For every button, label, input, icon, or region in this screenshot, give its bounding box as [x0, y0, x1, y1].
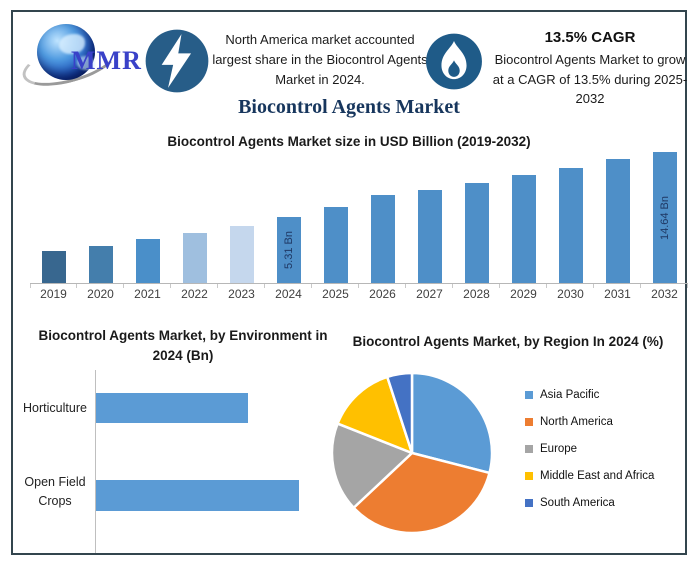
- bar-column-2030: 2030: [547, 148, 594, 301]
- legend-label: Asia Pacific: [540, 389, 600, 401]
- x-axis-label-2023: 2023: [228, 287, 255, 301]
- lightning-icon: [140, 29, 214, 93]
- legend-label: South America: [540, 497, 615, 509]
- bar-2023: [229, 226, 254, 283]
- bar-2025: [323, 207, 348, 283]
- x-axis-label-2025: 2025: [322, 287, 349, 301]
- x-axis-label-2029: 2029: [510, 287, 537, 301]
- x-axis-label-2020: 2020: [87, 287, 114, 301]
- bar-column-2020: 2020: [77, 148, 124, 301]
- legend-label: Europe: [540, 443, 578, 455]
- x-axis-label-2027: 2027: [416, 287, 443, 301]
- legend-swatch: [525, 499, 533, 507]
- pie-slice-europe: [330, 422, 414, 510]
- bar-2024: 5.31 Bn: [276, 217, 301, 283]
- page-title: Biocontrol Agents Market: [238, 96, 460, 118]
- bar-column-2026: 2026: [359, 148, 406, 301]
- bar-chart-title: Biocontrol Agents Market size in USD Bil…: [167, 134, 531, 149]
- bar-column-2021: 2021: [124, 148, 171, 301]
- mmr-logo: MMR: [17, 20, 148, 95]
- bar-2030: [558, 168, 583, 283]
- bar-2020: [88, 246, 113, 283]
- bar-2026: [370, 195, 395, 283]
- bar-column-2028: 2028: [453, 148, 500, 301]
- x-axis-label-2031: 2031: [604, 287, 631, 301]
- bar-2019: [41, 251, 66, 283]
- bar-column-2027: 2027: [406, 148, 453, 301]
- legend-swatch: [525, 418, 533, 426]
- bar-value-label-2032: 14.64 Bn: [658, 195, 671, 240]
- env-category-label: Open Field Crops: [24, 475, 86, 508]
- pie-slice-asia-pacific: [410, 371, 494, 475]
- x-axis-label-2021: 2021: [134, 287, 161, 301]
- legend-swatch: [525, 445, 533, 453]
- legend-item-south-america: South America: [525, 494, 654, 512]
- region-chart-title: Biocontrol Agents Market, by Region In 2…: [352, 334, 664, 349]
- bar-column-2029: 2029: [500, 148, 547, 301]
- north-america-note: North America market accounted largest s…: [212, 32, 428, 88]
- bar-2031: [605, 159, 630, 283]
- bar-2029: [511, 175, 536, 283]
- cagr-note: Biocontrol Agents Market to grow at a CA…: [492, 52, 688, 106]
- bar-value-label-2024: 5.31 Bn: [282, 231, 295, 269]
- legend-swatch: [525, 391, 533, 399]
- bar-column-2023: 2023: [218, 148, 265, 301]
- legend-label: North America: [540, 416, 613, 428]
- infographic-frame: MMR North America market accounted large…: [11, 10, 688, 555]
- bar-2032: 14.64 Bn: [652, 152, 677, 283]
- legend-swatch: [525, 472, 533, 480]
- cagr-block: 13.5% CAGR Biocontrol Agents Market to g…: [489, 29, 691, 109]
- x-axis-label-2019: 2019: [40, 287, 67, 301]
- environment-chart-title: Biocontrol Agents Market, by Environment…: [38, 328, 328, 364]
- bar-2022: [182, 233, 207, 283]
- bar-column-2032: 14.64 Bn 2032: [641, 148, 688, 301]
- bar-2028: [464, 183, 489, 283]
- x-axis-label-2028: 2028: [463, 287, 490, 301]
- bar-column-2019: 2019: [30, 148, 77, 301]
- environment-bar-chart: Horticulture Open Field Crops: [19, 370, 325, 553]
- pie-legend: Asia Pacific North America Europe Middle Ea…: [525, 386, 654, 521]
- x-axis-label-2030: 2030: [557, 287, 584, 301]
- logo-text: MMR: [71, 46, 142, 75]
- bar-column-2024: 5.31 Bn 2024: [265, 148, 312, 301]
- bar-2027: [417, 190, 442, 283]
- bar-column-2025: 2025: [312, 148, 359, 301]
- legend-label: Middle East and Africa: [540, 470, 655, 482]
- cagr-title: 13.5% CAGR: [544, 29, 636, 46]
- env-bar-0: [96, 393, 248, 423]
- globe-icon: [37, 24, 95, 80]
- bar-2021: [135, 239, 160, 283]
- x-axis-label-2024: 2024: [275, 287, 302, 301]
- x-axis-label-2032: 2032: [651, 287, 678, 301]
- legend-item-europe: Europe: [525, 440, 654, 458]
- pie-slice-north-america: [352, 451, 491, 535]
- legend-item-asia-pacific: Asia Pacific: [525, 386, 654, 404]
- bar-column-2022: 2022: [171, 148, 218, 301]
- pie-slice-south-america: [386, 371, 414, 455]
- env-category-label: Horticulture: [23, 401, 87, 415]
- env-bar-1: [96, 480, 299, 511]
- x-axis-label-2022: 2022: [181, 287, 208, 301]
- region-pie-chart: [330, 371, 494, 535]
- legend-item-middle-east-and-africa: Middle East and Africa: [525, 467, 654, 485]
- x-axis-label-2026: 2026: [369, 287, 396, 301]
- bar-column-2031: 2031: [594, 148, 641, 301]
- legend-item-north-america: North America: [525, 413, 654, 431]
- market-size-bar-chart: 2019 2020 2021 2022 2023 5.31 Bn 2024 2025 2026 2…: [30, 148, 688, 301]
- environment-y-axis: [95, 370, 96, 553]
- flame-icon: [422, 33, 486, 90]
